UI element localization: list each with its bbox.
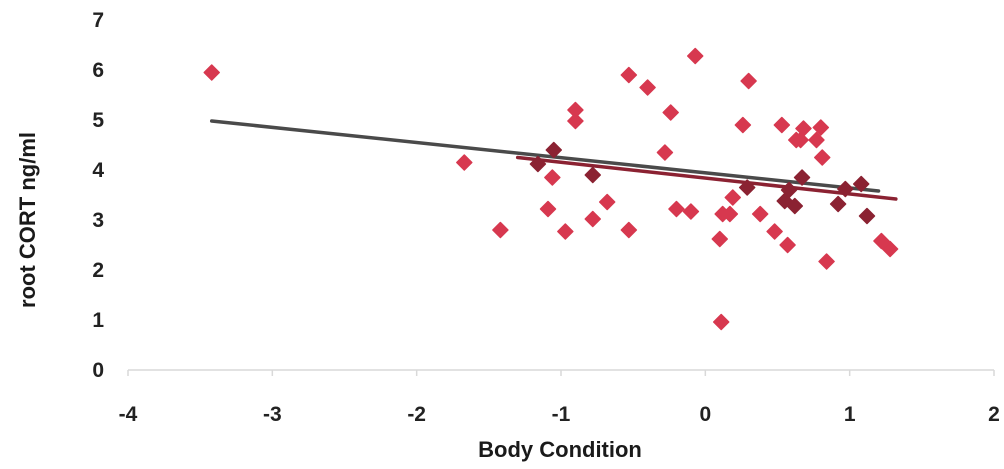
data-point (751, 205, 769, 223)
data-point (881, 240, 899, 258)
y-tick-label: 4 (92, 159, 104, 182)
data-point (873, 232, 890, 250)
x-tick-label: -3 (263, 403, 282, 426)
x-tick-label: -4 (119, 403, 138, 426)
plot-area: -4 -3 -2 -1 0 1 2 0 1 2 3 4 5 6 7 (92, 9, 1000, 426)
data-point (721, 205, 739, 223)
y-tick-label: 6 (92, 59, 104, 82)
x-tick-label: 1 (844, 403, 856, 426)
data-point (852, 175, 870, 193)
data-point (539, 200, 557, 218)
y-tick-label: 2 (92, 259, 104, 282)
data-point (724, 189, 742, 206)
data-point (656, 144, 674, 161)
data-point (686, 47, 704, 65)
data-point (662, 104, 679, 121)
trendline (515, 155, 898, 201)
data-point (734, 116, 752, 134)
data-point (773, 116, 791, 134)
data-point (682, 203, 700, 220)
data-point (598, 193, 616, 211)
y-tick-label: 5 (92, 109, 104, 132)
x-tick-label: -1 (552, 403, 571, 426)
data-point (780, 181, 798, 199)
data-point (557, 223, 574, 240)
data-point (858, 207, 876, 225)
data-point (712, 313, 730, 331)
data-point (808, 131, 825, 149)
data-point (456, 154, 473, 171)
data-point (668, 200, 685, 218)
data-point (837, 180, 854, 198)
data-point (203, 64, 220, 81)
data-point (792, 131, 809, 149)
y-tick-label: 7 (92, 9, 104, 32)
y-tick-label: 0 (92, 359, 104, 382)
data-points (203, 47, 899, 331)
data-point (818, 253, 835, 270)
x-axis-title: Body Condition (478, 437, 642, 462)
y-axis-title: root CORT ng/ml (15, 132, 40, 308)
data-point (813, 149, 831, 166)
data-point (740, 72, 757, 90)
data-point (544, 169, 561, 186)
data-point (584, 166, 602, 184)
data-point (829, 195, 847, 213)
data-point (795, 120, 812, 137)
data-point (786, 197, 804, 215)
data-point (639, 79, 656, 96)
x-tick-label: 0 (699, 403, 711, 426)
data-point (738, 179, 756, 196)
data-point (584, 210, 602, 228)
data-point (793, 169, 811, 186)
trendlines (209, 119, 898, 201)
x-tick-label: -2 (407, 403, 426, 426)
x-axis-ticks: -4 -3 -2 -1 0 1 2 (119, 370, 1000, 426)
data-point (620, 66, 638, 84)
y-tick-label: 1 (92, 309, 104, 332)
data-point (567, 112, 584, 130)
data-point (529, 155, 547, 173)
x-tick-label: 2 (988, 403, 1000, 426)
data-point (620, 221, 638, 239)
trendline (209, 119, 881, 193)
y-tick-label: 3 (92, 209, 104, 232)
y-axis-ticks: 0 1 2 3 4 5 6 7 (92, 9, 104, 382)
data-point (779, 236, 796, 254)
data-point (492, 221, 509, 239)
data-point (766, 223, 783, 240)
data-point (812, 119, 830, 136)
data-point (545, 141, 563, 159)
data-point (711, 230, 729, 248)
